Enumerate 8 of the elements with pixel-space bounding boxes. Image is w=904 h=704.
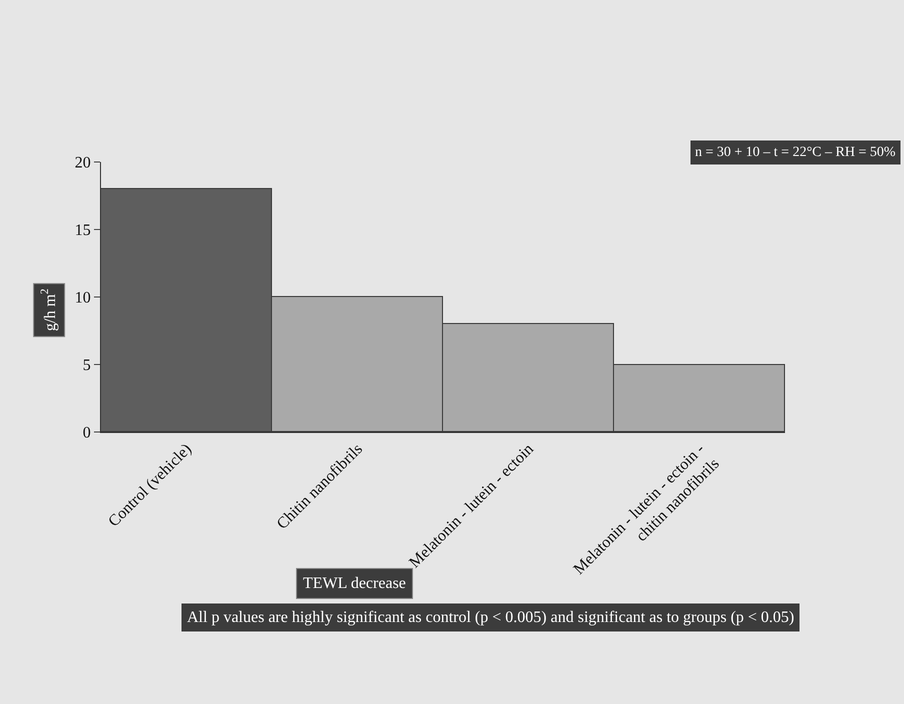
text: n = 30 + 10 – t = 22°C – RH = 50% (695, 145, 896, 160)
y-tick-label: 15 (74, 222, 91, 240)
y-tick-label: 10 (74, 290, 91, 307)
x-axis-title: TEWL decrease (303, 575, 406, 592)
y-tick-label: 0 (82, 424, 91, 442)
y-tick-label: 20 (74, 154, 91, 172)
y-tick-label: 5 (82, 357, 91, 374)
text: All p values are highly significant as control (p < 0.005) and significant as to groups (p < 0.05) (187, 609, 794, 626)
